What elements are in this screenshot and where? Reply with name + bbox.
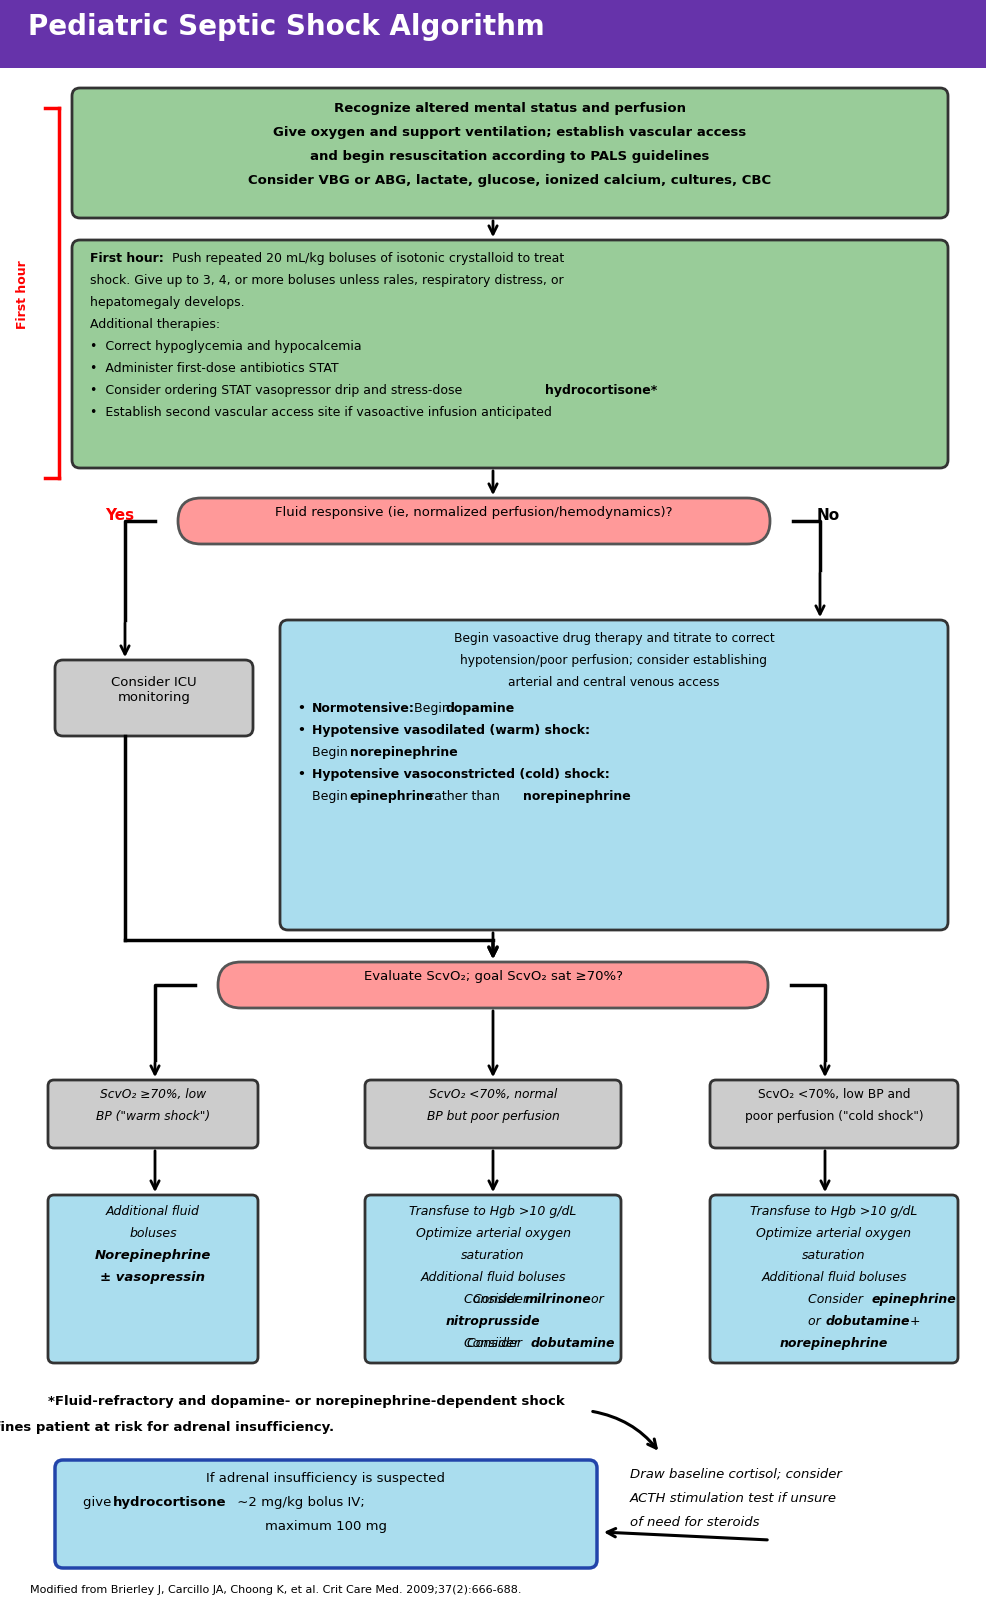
- Text: Hypotensive vasodilated (warm) shock:: Hypotensive vasodilated (warm) shock:: [312, 723, 590, 738]
- Text: ∼2 mg/kg bolus IV;: ∼2 mg/kg bolus IV;: [233, 1496, 365, 1509]
- FancyBboxPatch shape: [72, 88, 947, 218]
- Text: •: •: [298, 702, 310, 715]
- Text: defines patient at risk for adrenal insufficiency.: defines patient at risk for adrenal insu…: [0, 1421, 333, 1434]
- FancyBboxPatch shape: [218, 962, 767, 1008]
- FancyBboxPatch shape: [709, 1195, 957, 1363]
- FancyBboxPatch shape: [709, 1080, 957, 1149]
- Text: Additional fluid: Additional fluid: [106, 1205, 200, 1218]
- Text: hepatomegaly develops.: hepatomegaly develops.: [90, 296, 245, 309]
- Text: saturation: saturation: [460, 1250, 525, 1262]
- Text: First hour:: First hour:: [90, 251, 164, 266]
- Text: rather than: rather than: [425, 790, 504, 803]
- Text: Pediatric Septic Shock Algorithm: Pediatric Septic Shock Algorithm: [28, 13, 544, 42]
- FancyBboxPatch shape: [280, 619, 947, 930]
- Text: Begin vasoactive drug therapy and titrate to correct: Begin vasoactive drug therapy and titrat…: [454, 632, 774, 645]
- Text: •  Administer first-dose antibiotics STAT: • Administer first-dose antibiotics STAT: [90, 362, 338, 374]
- FancyBboxPatch shape: [72, 240, 947, 467]
- Text: +: +: [905, 1315, 920, 1328]
- FancyBboxPatch shape: [365, 1080, 620, 1149]
- Text: or: or: [587, 1293, 603, 1306]
- Bar: [0, 0, 986, 67]
- Text: ScvO₂ ≥70%, low: ScvO₂ ≥70%, low: [100, 1088, 206, 1101]
- Text: maximum 100 mg: maximum 100 mg: [264, 1520, 387, 1533]
- Text: dobutamine: dobutamine: [530, 1338, 615, 1350]
- Text: •  Correct hypoglycemia and hypocalcemia: • Correct hypoglycemia and hypocalcemia: [90, 341, 361, 354]
- Text: BP but poor perfusion: BP but poor perfusion: [426, 1110, 559, 1123]
- Text: Draw baseline cortisol; consider: Draw baseline cortisol; consider: [629, 1469, 841, 1482]
- Text: boluses: boluses: [129, 1227, 176, 1240]
- Text: Consider: Consider: [466, 1338, 526, 1350]
- Text: Give oxygen and support ventilation; establish vascular access: Give oxygen and support ventilation; est…: [273, 126, 745, 139]
- Text: •: •: [298, 723, 310, 738]
- Text: Begin: Begin: [312, 746, 351, 758]
- Text: epinephrine: epinephrine: [871, 1293, 955, 1306]
- FancyBboxPatch shape: [48, 1195, 257, 1363]
- Text: Normotensive:: Normotensive:: [312, 702, 414, 715]
- Text: or: or: [808, 1315, 824, 1328]
- Text: Transfuse to Hgb >10 g/dL: Transfuse to Hgb >10 g/dL: [749, 1205, 917, 1218]
- Text: Consider ICU
monitoring: Consider ICU monitoring: [111, 675, 196, 704]
- Text: Consider: Consider: [463, 1338, 522, 1350]
- Text: Norepinephrine: Norepinephrine: [95, 1250, 211, 1262]
- Text: of need for steroids: of need for steroids: [629, 1517, 759, 1530]
- Text: Begin: Begin: [409, 702, 454, 715]
- Text: Yes: Yes: [106, 509, 134, 523]
- Text: Begin: Begin: [312, 790, 351, 803]
- Text: Transfuse to Hgb >10 g/dL: Transfuse to Hgb >10 g/dL: [409, 1205, 576, 1218]
- FancyBboxPatch shape: [365, 1195, 620, 1363]
- Text: poor perfusion ("cold shock"): poor perfusion ("cold shock"): [743, 1110, 922, 1123]
- Text: shock. Give up to 3, 4, or more boluses unless rales, respiratory distress, or: shock. Give up to 3, 4, or more boluses …: [90, 274, 563, 286]
- FancyBboxPatch shape: [177, 498, 769, 544]
- Text: Additional fluid boluses: Additional fluid boluses: [760, 1270, 906, 1283]
- Text: nitroprusside: nitroprusside: [446, 1315, 539, 1328]
- Text: •  Consider ordering STAT vasopressor drip and stress-dose: • Consider ordering STAT vasopressor dri…: [90, 384, 465, 397]
- Text: arterial and central venous access: arterial and central venous access: [508, 675, 719, 690]
- Text: ACTH stimulation test if unsure: ACTH stimulation test if unsure: [629, 1491, 836, 1506]
- Text: Additional fluid boluses: Additional fluid boluses: [420, 1270, 565, 1283]
- Text: dopamine: dopamine: [446, 702, 515, 715]
- Text: •: •: [298, 768, 310, 781]
- Text: Consider: Consider: [808, 1293, 866, 1306]
- Text: give: give: [83, 1496, 115, 1509]
- Text: •  Establish second vascular access site if vasoactive infusion anticipated: • Establish second vascular access site …: [90, 406, 551, 419]
- Text: ScvO₂ <70%, normal: ScvO₂ <70%, normal: [429, 1088, 556, 1101]
- Text: Optimize arterial oxygen: Optimize arterial oxygen: [415, 1227, 570, 1240]
- Text: norepinephrine: norepinephrine: [779, 1338, 887, 1350]
- Text: norepinephrine: norepinephrine: [523, 790, 630, 803]
- Text: ± vasopressin: ± vasopressin: [101, 1270, 205, 1283]
- Text: norepinephrine: norepinephrine: [350, 746, 458, 758]
- Text: Additional therapies:: Additional therapies:: [90, 318, 220, 331]
- Text: milrinone: milrinone: [525, 1293, 592, 1306]
- Text: and begin resuscitation according to PALS guidelines: and begin resuscitation according to PAL…: [310, 150, 709, 163]
- Text: Consider VBG or ABG, lactate, glucose, ionized calcium, cultures, CBC: Consider VBG or ABG, lactate, glucose, i…: [248, 174, 771, 187]
- Text: hydrocortisone: hydrocortisone: [112, 1496, 226, 1509]
- Text: Push repeated 20 mL/kg boluses of isotonic crystalloid to treat: Push repeated 20 mL/kg boluses of isoton…: [168, 251, 564, 266]
- Text: Evaluate ScvO₂; goal ScvO₂ sat ≥70%?: Evaluate ScvO₂; goal ScvO₂ sat ≥70%?: [363, 970, 622, 982]
- FancyBboxPatch shape: [55, 659, 252, 736]
- FancyBboxPatch shape: [55, 1459, 597, 1568]
- Text: Optimize arterial oxygen: Optimize arterial oxygen: [755, 1227, 911, 1240]
- Text: hypotension/poor perfusion; consider establishing: hypotension/poor perfusion; consider est…: [460, 654, 767, 667]
- Text: saturation: saturation: [802, 1250, 865, 1262]
- FancyBboxPatch shape: [48, 1080, 257, 1149]
- Text: Recognize altered mental status and perfusion: Recognize altered mental status and perf…: [333, 102, 685, 115]
- Text: BP ("warm shock"): BP ("warm shock"): [96, 1110, 210, 1123]
- Text: hydrocortisone*: hydrocortisone*: [544, 384, 657, 397]
- Text: ScvO₂ <70%, low BP and: ScvO₂ <70%, low BP and: [757, 1088, 909, 1101]
- Text: First hour: First hour: [16, 261, 29, 330]
- Text: No: No: [815, 509, 839, 523]
- Text: Hypotensive vasoconstricted (cold) shock:: Hypotensive vasoconstricted (cold) shock…: [312, 768, 609, 781]
- Text: Modified from Brierley J, Carcillo JA, Choong K, et al. Crit Care Med. 2009;37(2: Modified from Brierley J, Carcillo JA, C…: [30, 1586, 521, 1595]
- Text: dobutamine: dobutamine: [825, 1315, 909, 1328]
- Text: epinephrine: epinephrine: [350, 790, 434, 803]
- Text: Fluid responsive (ie, normalized perfusion/hemodynamics)?: Fluid responsive (ie, normalized perfusi…: [275, 506, 672, 518]
- Text: Consider: Consider: [472, 1293, 531, 1306]
- Text: If adrenal insufficiency is suspected: If adrenal insufficiency is suspected: [206, 1472, 445, 1485]
- Text: Consider: Consider: [463, 1293, 522, 1306]
- Text: *Fluid-refractory and dopamine- or norepinephrine-dependent shock: *Fluid-refractory and dopamine- or norep…: [48, 1395, 564, 1408]
